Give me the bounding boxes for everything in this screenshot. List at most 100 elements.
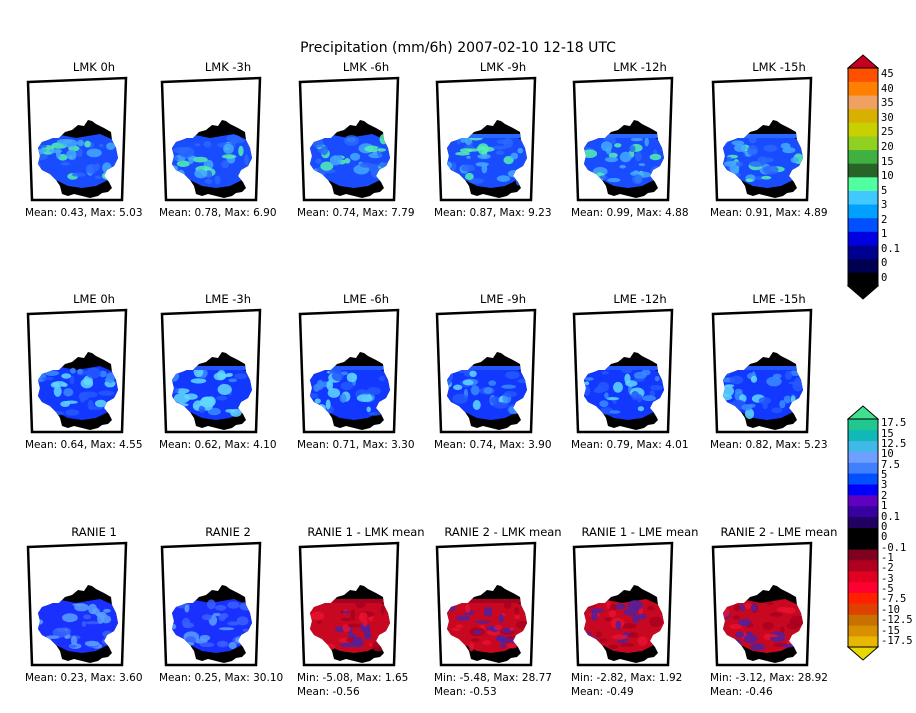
germany-map bbox=[435, 76, 537, 202]
germany-map bbox=[435, 541, 537, 667]
precip-cell bbox=[584, 381, 590, 386]
stat-line: Mean: 0.79, Max: 4.01 bbox=[571, 439, 689, 451]
precip-cell bbox=[469, 642, 474, 652]
precip-cell bbox=[313, 384, 320, 392]
precip-cell bbox=[220, 613, 229, 619]
precip-cell bbox=[510, 152, 519, 160]
precip-cell bbox=[750, 643, 766, 651]
panel-title: RANIE 1 - LME mean bbox=[581, 525, 699, 539]
precip-cell bbox=[201, 614, 213, 621]
map-panel: LMK -12h Mean: 0.99, Max: 4.88 bbox=[571, 60, 708, 230]
precip-cell bbox=[498, 614, 504, 624]
precip-cell bbox=[315, 158, 322, 164]
stat-line: Mean: 0.99, Max: 4.88 bbox=[571, 207, 689, 219]
precip-cell bbox=[66, 149, 77, 160]
precip-cell bbox=[218, 374, 233, 378]
colorbar-swatch bbox=[848, 451, 878, 463]
precip-cell bbox=[86, 148, 102, 158]
precip-cell bbox=[731, 140, 745, 146]
colorbar-swatch bbox=[848, 163, 878, 178]
precip-cell bbox=[779, 400, 786, 409]
panel-statistics: Mean: 0.43, Max: 5.03 bbox=[25, 206, 143, 220]
precip-cell bbox=[451, 162, 457, 171]
map-panel: RANIE 1 Mean: 0.23, Max: 3.60 bbox=[25, 525, 162, 695]
figure-title: Precipitation (mm/6h) 2007-02-10 12-18 U… bbox=[300, 40, 616, 56]
colorbar-label: 0 bbox=[881, 531, 888, 544]
map-panel: LMK -3h Mean: 0.78, Max: 6.90 bbox=[159, 60, 296, 230]
precip-cell bbox=[364, 145, 380, 153]
precip-cell bbox=[619, 164, 626, 169]
precip-cell bbox=[605, 146, 612, 155]
precip-cell bbox=[744, 408, 755, 420]
precip-cell bbox=[358, 612, 365, 623]
precip-cell bbox=[744, 603, 753, 609]
colorbar-label: 2 bbox=[881, 213, 888, 226]
panel-statistics: Mean: 0.74, Max: 7.79 bbox=[297, 206, 415, 220]
precip-cell bbox=[377, 148, 387, 152]
precip-cell bbox=[244, 154, 249, 166]
colorbar-swatch bbox=[848, 484, 878, 496]
precip-cell bbox=[216, 640, 229, 648]
map-panel: LMK -9h Mean: 0.87, Max: 9.23 bbox=[434, 60, 571, 230]
precip-cell bbox=[221, 154, 237, 159]
precip-cell bbox=[77, 368, 83, 375]
precip-cell bbox=[343, 610, 350, 614]
precip-cell bbox=[650, 385, 663, 391]
colorbar-label: 1 bbox=[881, 500, 888, 513]
precip-cell bbox=[38, 148, 47, 153]
colorbar-label: 15 bbox=[881, 427, 894, 440]
precip-cell bbox=[364, 628, 371, 637]
precip-band bbox=[447, 599, 527, 603]
panel-title: RANIE 2 - LMK mean bbox=[444, 525, 562, 539]
precip-cell bbox=[621, 623, 637, 629]
precip-cell bbox=[745, 631, 753, 635]
precip-cell bbox=[350, 609, 356, 619]
precip-cell bbox=[310, 393, 319, 399]
stat-line: Min: -2.82, Max: 1.92 bbox=[571, 672, 683, 684]
precip-cell bbox=[492, 145, 507, 150]
precip-cell bbox=[320, 145, 329, 156]
precip-cell bbox=[87, 399, 94, 411]
germany-map bbox=[298, 76, 400, 202]
precip-cell bbox=[471, 638, 480, 642]
precip-cell bbox=[503, 138, 514, 148]
germany-map bbox=[711, 308, 813, 434]
map-panel: RANIE 2 - LMK mean Min: -5.48, Max: 28.77… bbox=[434, 525, 571, 698]
precip-cell bbox=[340, 381, 354, 391]
precip-cell bbox=[743, 634, 758, 644]
precip-cell bbox=[477, 143, 489, 155]
precip-cell bbox=[52, 627, 68, 638]
precip-cell bbox=[615, 620, 622, 631]
colorbar-label: -5 bbox=[881, 583, 894, 595]
precip-cell bbox=[724, 384, 735, 388]
precip-cell bbox=[62, 613, 78, 623]
precip-cell bbox=[473, 629, 482, 635]
colorbar-label: -1 bbox=[881, 551, 894, 564]
colorbar-swatch bbox=[848, 473, 878, 485]
panel-title: LMK -9h bbox=[479, 60, 527, 74]
precip-cell bbox=[456, 615, 470, 621]
panel-title: LMK -12h bbox=[613, 60, 667, 74]
germany-map bbox=[160, 76, 262, 202]
precip-cell bbox=[606, 397, 620, 401]
colorbar-tip-bottom bbox=[847, 646, 879, 661]
panel-title: LMK 0h bbox=[72, 60, 116, 74]
precip-cell bbox=[178, 146, 195, 158]
colorbar-swatch bbox=[848, 95, 878, 110]
colorbar-swatch bbox=[848, 440, 878, 452]
colorbar-swatch bbox=[848, 636, 878, 648]
precip-cell bbox=[205, 170, 213, 179]
precip-cell bbox=[455, 151, 470, 156]
precip-cell bbox=[733, 604, 741, 612]
colorbar-swatch bbox=[848, 272, 878, 287]
precip-cell bbox=[351, 636, 364, 648]
precip-cell bbox=[483, 387, 493, 394]
precip-cell bbox=[223, 143, 234, 154]
colorbar-tip-bottom bbox=[847, 285, 879, 300]
germany-map bbox=[26, 541, 128, 667]
precip-cell bbox=[61, 382, 68, 387]
colorbar-label: 0 bbox=[881, 257, 888, 270]
precipitation-colorbar: 0 0 0.1 1 2 3 5 10 15 20 25 30 35 40 45 bbox=[847, 54, 916, 300]
precip-cell bbox=[85, 367, 102, 379]
precip-cell bbox=[80, 378, 94, 389]
